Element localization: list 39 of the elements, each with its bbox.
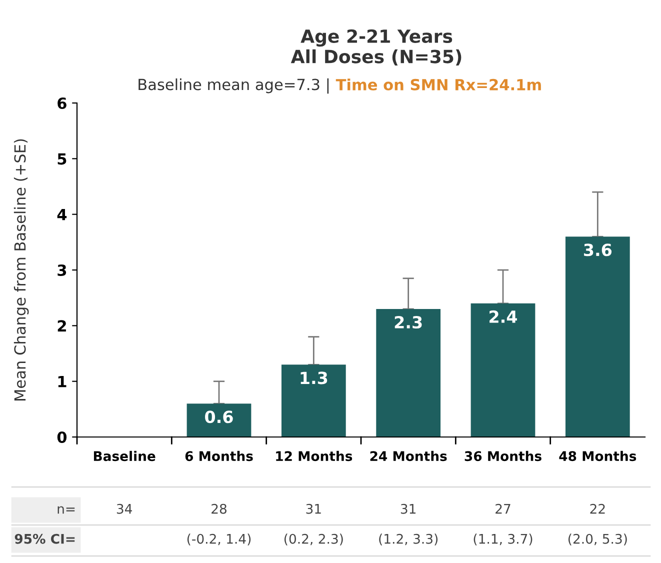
text: 27 (496, 504, 510, 514)
text: (1.1, 3.7) (474, 534, 532, 546)
y-tick-label: 5 (58, 153, 66, 165)
data-label: 3.6 (584, 244, 612, 256)
bar (470, 303, 536, 437)
text: 28 (212, 504, 226, 514)
data-label: 2.4 (490, 310, 517, 323)
bar (565, 236, 630, 437)
x-tick-label: 36 Months (464, 450, 542, 462)
x-tick-label: 48 Months (559, 450, 636, 462)
text: 22 (590, 504, 605, 514)
text: 34 (116, 504, 132, 514)
chart-title: Age 2-21 Years All Doses (N=35) (290, 29, 462, 66)
text: (1.2, 3.3) (379, 534, 438, 546)
y-tick-label: 0 (57, 431, 67, 444)
y-tick-label: 2 (58, 320, 66, 332)
y-tick-label: 1 (58, 376, 66, 388)
text: 95% CI= (14, 534, 75, 544)
y-tick-label: 6 (58, 97, 66, 110)
bar (186, 404, 252, 437)
x-tick-label: 12 Months (276, 450, 352, 462)
text: (-0.2, 1.4) (187, 534, 251, 546)
chart-subtitle: Baseline mean age=7.3 | Time on SMN Rx=24.1m (138, 78, 541, 94)
y-axis-title: Mean Change from Baseline (+SE) (14, 139, 29, 400)
bar (281, 364, 346, 437)
data-label: 1.3 (300, 372, 328, 384)
text: 31 (400, 504, 416, 514)
text: (2.0, 5.3) (568, 534, 627, 546)
data-label: 2.3 (394, 316, 422, 329)
data-label: 0.6 (205, 410, 233, 424)
x-tick-label: 6 Months (185, 450, 253, 462)
y-tick-label: 3 (58, 264, 66, 276)
text: 31 (306, 504, 321, 514)
x-tick-label: 24 Months (370, 450, 447, 462)
text: n= (58, 506, 75, 514)
y-tick-label: 4 (57, 209, 67, 220)
bar (376, 308, 441, 437)
x-tick-label: Baseline (94, 450, 156, 462)
text: (0.2, 2.3) (284, 534, 343, 546)
